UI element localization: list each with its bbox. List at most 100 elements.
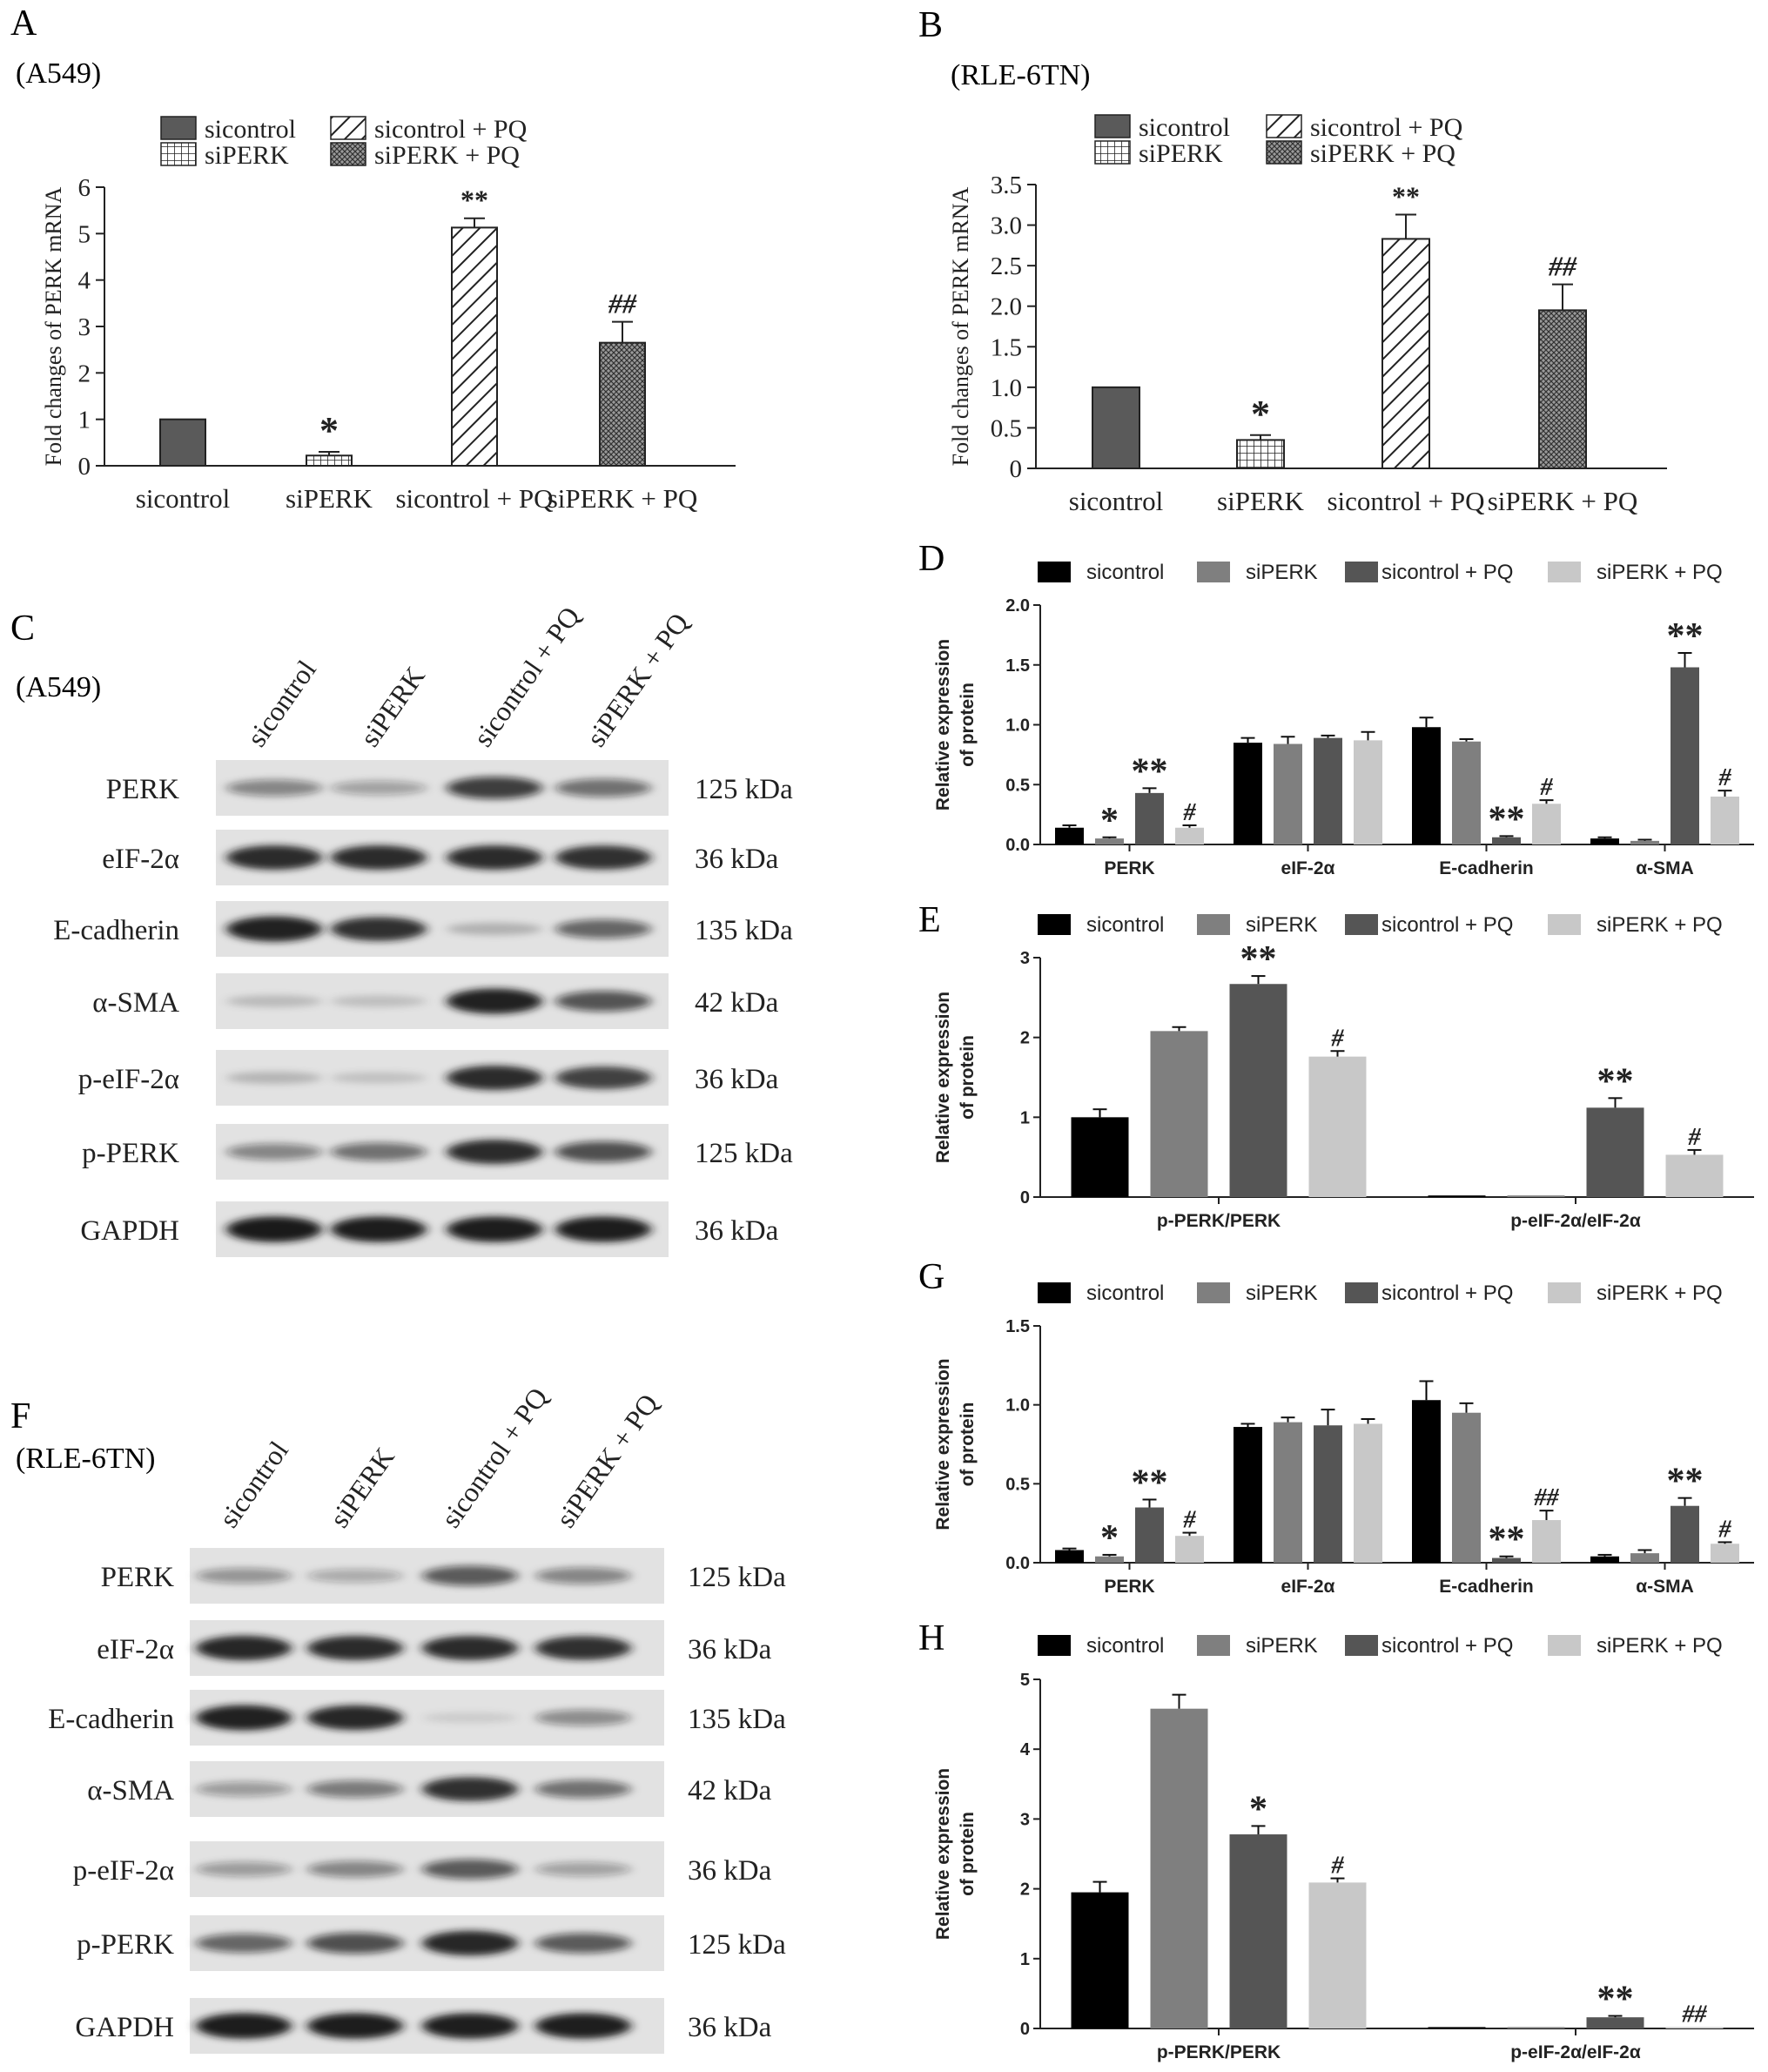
protein-band xyxy=(331,1142,427,1161)
molecular-weight-label: 36 kDa xyxy=(695,1064,779,1095)
bar xyxy=(1412,1400,1441,1563)
significance-marker: ** xyxy=(1489,799,1525,839)
bar xyxy=(1630,840,1659,844)
legend-label: sicontrol + PQ xyxy=(374,115,528,144)
bar xyxy=(1175,1536,1204,1563)
significance-marker: ** xyxy=(1489,1520,1525,1560)
chart-panel-g: sicontrol siPERK sicontrol + PQ siPERK + PQ… xyxy=(933,1282,1754,1597)
protein-band xyxy=(555,919,651,938)
legend-swatch xyxy=(1094,114,1131,138)
protein-band xyxy=(447,922,542,936)
legend-swatch xyxy=(330,142,366,166)
protein-band xyxy=(331,845,427,870)
bar xyxy=(1055,1550,1084,1563)
lane-label: sicontrol + PQ xyxy=(467,601,586,752)
protein-band xyxy=(196,1861,292,1877)
lane-label: sicontrol + PQ xyxy=(434,1382,554,1533)
bar xyxy=(1234,1427,1262,1563)
protein-label: p-eIF-2α xyxy=(78,1064,179,1095)
lane-label: siPERK + PQ xyxy=(549,1388,664,1533)
protein-label: PERK xyxy=(101,1562,175,1593)
y-tick-label: 2.5 xyxy=(991,252,1022,280)
protein-band xyxy=(226,1072,322,1084)
significance-marker: ** xyxy=(1392,180,1420,212)
panel-letter-h: H xyxy=(918,1618,945,1658)
lane-label: siPERK + PQ xyxy=(580,607,695,752)
protein-band xyxy=(447,1140,542,1164)
y-tick-label: 0 xyxy=(78,453,91,481)
bar xyxy=(1428,1195,1486,1197)
bar xyxy=(1095,838,1124,844)
protein-band xyxy=(555,1216,651,1242)
bar xyxy=(1354,1423,1382,1563)
legend-label: sicontrol + PQ xyxy=(1310,113,1463,142)
legend-swatch xyxy=(1345,1635,1378,1656)
significance-marker: * xyxy=(1249,1789,1267,1829)
legend-swatch xyxy=(1548,1282,1581,1303)
legend-label: sicontrol + PQ xyxy=(1381,1282,1513,1305)
protein-band xyxy=(331,780,427,796)
y-axis-label: Relative expression xyxy=(933,639,953,811)
bar xyxy=(1274,1422,1302,1563)
x-tick-label: siPERK xyxy=(1217,486,1305,516)
protein-band xyxy=(422,1565,518,1586)
significance-marker: * xyxy=(1100,801,1119,841)
y-tick-label: 2.0 xyxy=(991,293,1022,321)
protein-label: α-SMA xyxy=(92,987,179,1019)
protein-band xyxy=(555,1141,651,1162)
legend-swatch xyxy=(1548,1635,1581,1656)
protein-band xyxy=(307,1705,403,1731)
significance-marker: ** xyxy=(1597,1980,1634,2020)
protein-band xyxy=(555,845,651,870)
bar xyxy=(1071,1892,1129,2028)
chart-panel-b: sicontrol sicontrol + PQ siPERK siPERK + PQ… xyxy=(948,113,1667,516)
protein-label: α-SMA xyxy=(87,1775,174,1806)
y-tick-label: 0.5 xyxy=(991,414,1022,442)
bar xyxy=(1671,667,1699,844)
y-tick-label: 0.5 xyxy=(1005,776,1030,795)
protein-band xyxy=(535,2013,631,2039)
bar xyxy=(1492,1557,1521,1563)
protein-band xyxy=(226,1143,322,1160)
y-tick-label: 2 xyxy=(1020,1029,1030,1048)
cell-line-label-a: (A549) xyxy=(16,57,101,90)
chart-panel-d: sicontrol siPERK sicontrol + PQ siPERK + PQ… xyxy=(933,561,1754,878)
legend-swatch xyxy=(1345,914,1378,935)
bar xyxy=(1381,238,1430,469)
significance-marker: # xyxy=(1183,1507,1197,1534)
significance-marker: ** xyxy=(1597,1061,1634,1101)
protein-band xyxy=(226,845,322,870)
panel-letter-d: D xyxy=(918,539,945,579)
significance-marker: * xyxy=(1251,393,1270,435)
x-tick-label: siPERK xyxy=(286,483,373,514)
bar xyxy=(1412,727,1441,844)
significance-marker: # xyxy=(1540,774,1554,801)
legend-label: sicontrol + PQ xyxy=(1381,1634,1513,1658)
x-tick-label: eIF-2α xyxy=(1281,858,1335,878)
protein-label: GAPDH xyxy=(75,2012,174,2043)
protein-band xyxy=(422,1859,518,1880)
protein-label: E-cadherin xyxy=(48,1704,174,1735)
legend-swatch xyxy=(1197,914,1230,935)
y-axis-label: Relative expression xyxy=(933,992,953,1163)
protein-band xyxy=(447,777,542,799)
protein-band xyxy=(535,1636,631,1660)
legend-label: sicontrol xyxy=(1139,113,1230,142)
x-tick-label: eIF-2α xyxy=(1281,1577,1335,1597)
lane-label: sicontrol xyxy=(240,655,322,752)
panel-letter-b: B xyxy=(918,5,943,45)
legend-label: sicontrol + PQ xyxy=(1381,561,1513,584)
significance-marker: * xyxy=(319,409,339,452)
legend-label: siPERK + PQ xyxy=(1310,139,1455,168)
protein-band xyxy=(422,1777,518,1801)
chart-panel-e: sicontrol siPERK sicontrol + PQ siPERK + PQ… xyxy=(933,913,1754,1231)
legend-swatch xyxy=(330,116,366,140)
bar xyxy=(1236,439,1285,469)
bar xyxy=(1671,1505,1699,1563)
protein-band xyxy=(331,995,427,1007)
y-tick-label: 2.0 xyxy=(1005,596,1030,616)
bar xyxy=(1308,1056,1367,1197)
significance-marker: # xyxy=(1688,1124,1702,1151)
significance-marker: # xyxy=(1331,1853,1345,1880)
legend-swatch xyxy=(1038,914,1071,935)
